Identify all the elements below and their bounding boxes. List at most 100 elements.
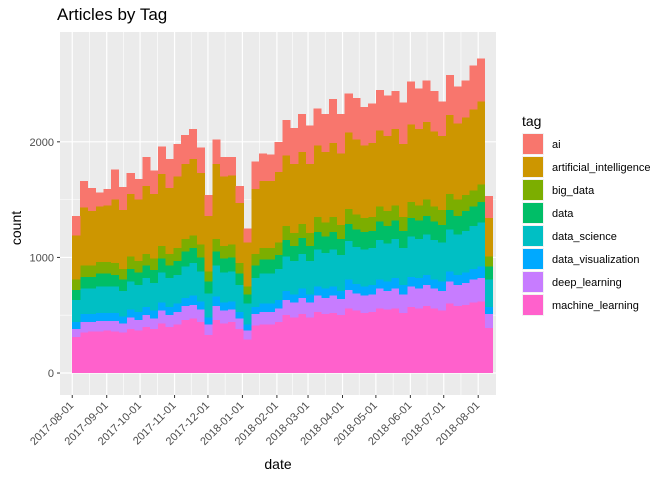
bar-deep_learning-2018-03-06 (313, 295, 322, 312)
bar-deep_learning-2018-06-19 (430, 288, 439, 309)
bar-ai-2017-08-15 (87, 188, 96, 212)
bar-data_visualization-2017-12-12 (220, 302, 229, 311)
y-tick-label: 0 (48, 368, 54, 380)
bar-data_visualization-2018-02-13 (290, 294, 299, 303)
bar-data-2018-06-26 (438, 225, 447, 243)
bar-machine_learning-2018-04-17 (360, 312, 369, 374)
bar-deep_learning-2017-11-07 (181, 305, 190, 320)
bar-machine_learning-2017-10-03 (142, 326, 151, 374)
bar-data_science-2018-01-16 (259, 273, 268, 304)
bar-big_data-2017-08-08 (80, 265, 89, 278)
bar-data_visualization-2018-01-09 (251, 307, 260, 315)
bar-data-2018-06-19 (430, 221, 439, 241)
bar-artificial_intelligence-2017-09-19 (126, 193, 135, 257)
bar-data_science-2018-01-30 (274, 268, 283, 301)
bar-artificial_intelligence-2018-07-31 (477, 101, 486, 185)
bar-ai-2018-06-12 (422, 80, 431, 123)
bar-machine_learning-2018-01-02 (243, 339, 252, 374)
bar-big_data-2018-02-06 (282, 226, 291, 241)
bar-artificial_intelligence-2018-07-03 (445, 115, 455, 194)
bar-data-2017-09-26 (134, 272, 143, 286)
bar-big_data-2017-10-31 (173, 248, 182, 261)
bar-data_visualization-2018-05-22 (399, 285, 408, 295)
bar-artificial_intelligence-2018-07-24 (469, 109, 478, 191)
bar-data-2018-01-09 (251, 265, 260, 279)
bar-artificial_intelligence-2017-10-03 (142, 185, 151, 254)
bar-data_science-2018-03-13 (321, 252, 330, 289)
bar-data-2018-04-17 (360, 231, 369, 250)
bar-artificial_intelligence-2017-10-10 (150, 193, 159, 259)
bar-data-2017-11-14 (189, 248, 198, 264)
bar-machine_learning-2018-02-20 (298, 314, 307, 374)
legend-label-artificial_intelligence: artificial_intelligence (552, 162, 650, 174)
bar-deep_learning-2018-02-20 (298, 297, 307, 315)
bar-ai-2017-10-31 (173, 144, 182, 177)
bar-deep_learning-2017-12-19 (227, 309, 237, 323)
bar-big_data-2018-06-19 (430, 206, 439, 222)
bar-data-2017-08-15 (87, 277, 96, 289)
bars (72, 58, 493, 374)
bar-big_data-2017-11-21 (196, 244, 205, 258)
bar-machine_learning-2017-09-05 (111, 331, 120, 374)
bar-data_science-2018-02-06 (282, 256, 291, 291)
bar-machine_learning-2018-03-27 (336, 315, 346, 374)
bar-deep_learning-2017-09-26 (134, 319, 143, 331)
bar-deep_learning-2018-07-03 (445, 281, 455, 304)
bar-data-2018-01-02 (243, 294, 252, 304)
bar-machine_learning-2018-03-13 (321, 314, 330, 374)
bar-deep_learning-2017-10-31 (173, 311, 182, 325)
bar-data_science-2017-11-21 (196, 271, 205, 302)
bar-ai-2018-06-19 (430, 90, 439, 132)
bar-big_data-2018-02-13 (290, 233, 299, 246)
bar-ai-2018-02-06 (282, 119, 291, 156)
bar-deep_learning-2017-09-05 (111, 321, 120, 332)
bar-data_science-2018-05-08 (383, 243, 392, 282)
bar-data_science-2018-07-24 (469, 226, 478, 269)
bar-deep_learning-2018-04-24 (368, 294, 377, 312)
bar-machine_learning-2017-11-21 (196, 322, 205, 374)
bar-data_visualization-2018-03-20 (329, 286, 338, 296)
bar-machine_learning-2017-10-31 (173, 324, 182, 374)
bar-big_data-2017-09-12 (118, 268, 128, 280)
bar-artificial_intelligence-2017-12-12 (220, 176, 229, 246)
bar-ai-2017-09-19 (126, 173, 135, 194)
legend-label-data_visualization: data_visualization (552, 254, 639, 266)
bar-machine_learning-2018-07-03 (445, 303, 455, 374)
bar-deep_learning-2018-06-12 (422, 285, 431, 306)
bar-data_visualization-2018-01-16 (259, 303, 268, 312)
bar-data_visualization-2018-03-13 (321, 288, 330, 298)
bar-ai-2018-07-17 (461, 80, 470, 118)
bar-big_data-2018-03-27 (336, 225, 346, 239)
bar-data-2018-01-16 (259, 259, 268, 274)
bar-big_data-2018-07-31 (477, 184, 486, 202)
bar-data_science-2018-07-10 (453, 234, 462, 275)
bar-big_data-2018-06-05 (414, 205, 423, 221)
bar-artificial_intelligence-2017-10-31 (173, 176, 182, 249)
bar-deep_learning-2017-09-12 (118, 323, 128, 333)
y-axis-label: count (8, 211, 24, 245)
bar-deep_learning-2018-05-22 (399, 294, 408, 313)
bar-machine_learning-2018-05-15 (391, 308, 400, 374)
legend-swatch-data_visualization (523, 249, 543, 269)
bar-data-2018-03-06 (313, 231, 322, 250)
bar-deep_learning-2017-08-15 (87, 322, 96, 332)
bar-big_data-2017-10-17 (157, 245, 166, 259)
bar-big_data-2018-07-24 (469, 190, 478, 207)
x-axis-label: date (264, 456, 291, 472)
bar-ai-2018-01-23 (266, 154, 275, 182)
bar-artificial_intelligence-2017-08-01 (72, 235, 81, 280)
bar-ai-2018-05-01 (375, 89, 384, 131)
bar-big_data-2018-02-27 (305, 233, 314, 246)
bar-data_science-2017-08-01 (72, 300, 81, 323)
bar-data_science-2017-09-12 (118, 290, 128, 317)
legend-swatch-deep_learning (523, 272, 543, 292)
bar-data-2017-12-05 (212, 251, 221, 266)
bar-deep_learning-2017-11-21 (196, 309, 205, 323)
bar-big_data-2017-09-19 (126, 256, 135, 269)
bar-data-2017-08-22 (95, 273, 104, 287)
bar-big_data-2017-09-05 (111, 263, 120, 275)
bar-ai-2017-10-03 (142, 156, 151, 186)
bar-data_science-2018-05-15 (391, 238, 400, 279)
bar-data_science-2017-11-07 (181, 266, 190, 298)
bar-ai-2017-10-17 (157, 146, 166, 175)
